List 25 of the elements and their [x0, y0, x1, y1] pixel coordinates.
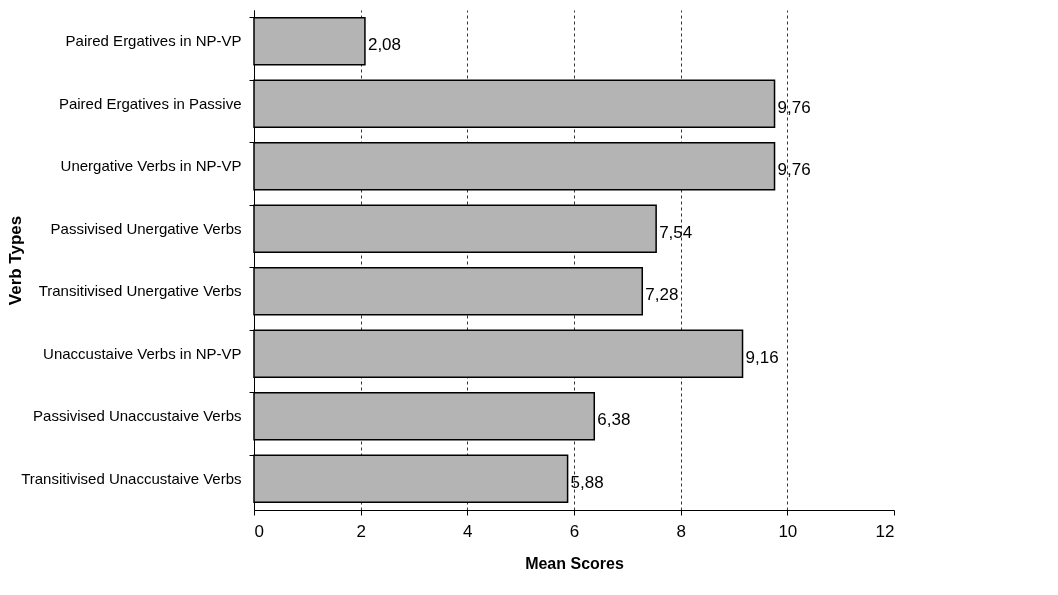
data-label: 2,08 — [367, 35, 402, 55]
y-tick-label: Unergative Verbs in NP-VP — [60, 157, 242, 175]
y-tick-label: Transitivised Unaccustaive Verbs — [21, 469, 242, 487]
x-tick-label: 6 — [569, 521, 580, 541]
data-label: 7,54 — [659, 222, 693, 242]
x-tick-label: 10 — [778, 521, 798, 541]
x-tick-label: 0 — [254, 521, 264, 541]
x-tick-label: 2 — [356, 521, 366, 541]
y-tick-label: Transitivised Unergative Verbs — [38, 282, 242, 300]
y-tick-label: Passivised Unaccustaive Verbs — [33, 407, 242, 425]
data-label: 5,88 — [570, 472, 604, 492]
y-axis-title: Verb Types — [5, 215, 25, 306]
data-label: 9,76 — [777, 160, 811, 180]
x-tick-label: 8 — [676, 521, 686, 541]
x-axis-title: Mean Scores — [525, 554, 624, 572]
y-tick-label: Passivised Unergative Verbs — [50, 219, 242, 237]
data-label: 6,38 — [597, 410, 631, 430]
data-label: 9,76 — [777, 97, 811, 117]
x-tick-label: 12 — [875, 521, 895, 541]
y-tick-label: Unaccustaive Verbs in NP-VP — [43, 344, 242, 362]
data-label: 9,16 — [745, 347, 779, 367]
y-tick-label: Paired Ergatives in Passive — [58, 94, 242, 112]
data-label: 7,28 — [645, 285, 679, 305]
x-tick-label: 4 — [463, 521, 473, 541]
y-tick-label: Paired Ergatives in NP-VP — [65, 32, 242, 50]
